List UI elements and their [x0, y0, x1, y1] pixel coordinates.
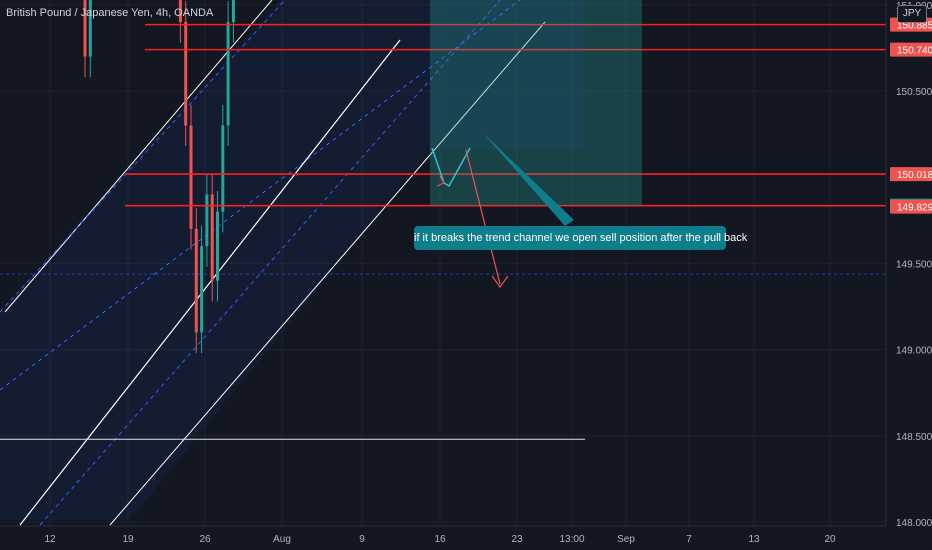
price-label-text: 149.829 [897, 203, 932, 214]
price-tick-label: 149.000 [896, 346, 932, 357]
candle-body [231, 0, 235, 23]
candle-body [226, 22, 230, 126]
projection-arrows [431, 133, 574, 289]
time-tick-label: 26 [199, 534, 211, 545]
short-position-tool[interactable] [0, 0, 886, 206]
sell-target-arrowhead [491, 275, 509, 289]
trade-note: if it breaks the trend channel we open s… [414, 226, 747, 250]
price-label-box [890, 167, 932, 182]
price-label-text: 150.018 [897, 170, 932, 181]
channel-midline [0, 0, 286, 313]
candle-body [205, 194, 209, 247]
channel-boundary [109, 21, 546, 526]
price-tick-label: 148.000 [896, 518, 932, 529]
take-profit-zone[interactable] [430, 0, 642, 206]
time-tick-label: 9 [359, 534, 365, 545]
pullback-arrowhead [436, 175, 445, 187]
price-tick-label: 148.500 [896, 432, 932, 443]
time-tick-label: 16 [434, 534, 446, 545]
candlesticks [83, 0, 235, 354]
price-label-box [890, 199, 932, 214]
time-tick-label: Sep [617, 534, 635, 545]
channel-fill [0, 0, 585, 520]
time-tick-label: 20 [824, 534, 836, 545]
candle-body [200, 246, 204, 333]
price-label-box [890, 42, 932, 57]
price-tick-label: 149.500 [896, 259, 932, 270]
time-axis[interactable]: 12 19 26 Aug 9 16 23 13:00 Sep 7 13 20 [44, 534, 836, 545]
time-tick-label: Aug [273, 534, 291, 545]
sell-target-arrow [465, 149, 501, 285]
note-pointer [483, 133, 574, 226]
inner-channel-line [19, 39, 401, 526]
time-tick-label: 7 [686, 534, 692, 545]
currency-badge[interactable]: JPY [897, 5, 927, 23]
grid-lines [0, 0, 886, 526]
price-label-text: 150.885 [897, 21, 932, 32]
symbol-title: British Pound / Japanese Yen, 4h, OANDA [6, 7, 214, 19]
candle-body [189, 125, 193, 229]
candle-body [88, 0, 92, 57]
pullback-arrow [431, 147, 471, 188]
candle-body [194, 228, 198, 333]
price-label-text: 150.740 [897, 46, 932, 57]
candle-body [83, 0, 87, 57]
price-tick-label: 150.500 [896, 87, 932, 98]
time-tick-label: 19 [122, 534, 134, 545]
price-labels: 152.749152.416152.40202:02:25150.885150.… [890, 17, 932, 214]
candle-body [184, 22, 188, 126]
candle-body [221, 125, 225, 212]
time-tick-label: 12 [44, 534, 56, 545]
candle-body [178, 0, 182, 23]
time-tick-label: 13:00 [559, 534, 584, 545]
time-tick-label: 23 [511, 534, 523, 545]
candle-body [210, 194, 214, 281]
time-tick-label: 13 [748, 534, 760, 545]
support-levels [125, 23, 886, 207]
candle-body [216, 211, 219, 281]
